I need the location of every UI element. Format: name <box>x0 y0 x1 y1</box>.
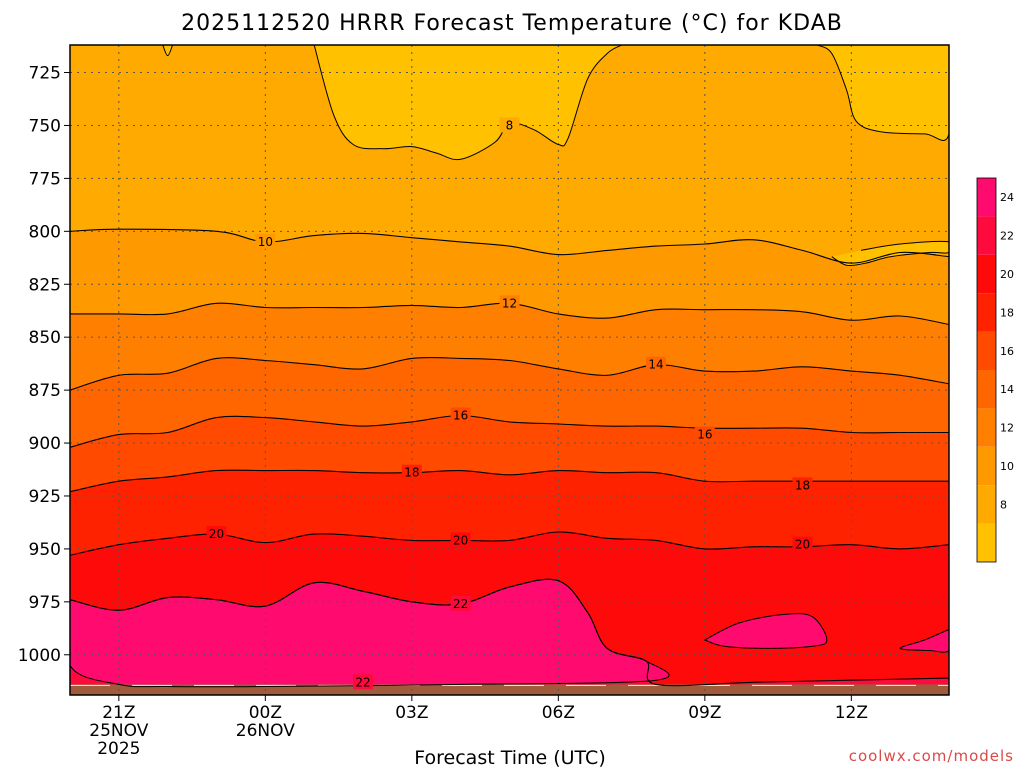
x-tick-label-4-0: 09Z <box>688 703 721 723</box>
contour-label-bg-11 <box>353 674 373 690</box>
x-tick-label-0-1: 25NOV <box>89 721 148 741</box>
y-axis: 725 750 775 800 825 850 875 900 925 950 975 1000 <box>18 64 70 666</box>
colorbar-segment-18 <box>977 293 996 332</box>
contour-line-14-2 <box>70 356 949 391</box>
x-tick-label-0-2: 2025 <box>97 739 140 759</box>
cool-cell-outline-0 <box>313 45 623 161</box>
colorbar-label-12: 12 <box>1000 422 1014 435</box>
colorbar: 8 10 12 14 16 18 20 22 24 <box>976 177 1014 563</box>
plot-frame <box>69 44 950 696</box>
contour-label-bg-5 <box>401 464 422 480</box>
colorbar-segment-10 <box>977 446 996 486</box>
colorbar-segment-24 <box>977 178 996 217</box>
contour-label-bg-9 <box>792 536 813 552</box>
cool-cell-outline-1 <box>816 45 949 142</box>
contour-label-bg-3 <box>450 407 471 423</box>
x-axis-label: Forecast Time (UTC) <box>414 747 605 768</box>
x-tick-label-1-0: 00Z <box>249 703 282 723</box>
contour-label-16: 16 <box>697 428 712 442</box>
credit-text: coolwx.com/models <box>849 747 1014 765</box>
contour-label-bg-2 <box>646 356 666 372</box>
contour-line-10-0 <box>70 228 949 264</box>
contour-label-bg-12 <box>499 117 520 133</box>
warm-cell-1 <box>704 613 827 649</box>
colorbar-frame <box>976 177 997 563</box>
y-tick-label-900: 900 <box>29 434 61 454</box>
cool-cell-2 <box>162 45 173 56</box>
contour-label-20: 20 <box>453 533 468 547</box>
colorbar-label-8: 8 <box>1000 498 1007 511</box>
x-tick-label-1-1: 26NOV <box>236 721 295 741</box>
warm-cell-0 <box>70 579 670 687</box>
warm-cell-outline-1 <box>703 613 828 649</box>
cool-cell-outline-2 <box>162 45 174 57</box>
colorbar-label-16: 16 <box>1000 345 1014 358</box>
contour-line-22-6 <box>70 578 949 687</box>
colorbar-label-24: 24 <box>1000 191 1014 204</box>
contour-label-bg-6 <box>792 477 813 493</box>
colorbar-label-10: 10 <box>1000 460 1014 473</box>
contour-label-16: 16 <box>453 409 468 423</box>
x-tick-label-0-0: 21Z <box>102 703 135 723</box>
contour-label-bg-8 <box>450 532 471 548</box>
contour-label-22: 22 <box>355 675 370 689</box>
x-tick-label-3-0: 06Z <box>542 703 575 723</box>
contour-label-18: 18 <box>795 478 810 492</box>
cool-cell-3 <box>831 241 949 266</box>
colorbar-label-18: 18 <box>1000 306 1014 319</box>
contour-label-20: 20 <box>209 527 224 541</box>
y-tick-label-1000: 1000 <box>18 646 61 666</box>
colorbar-segment-16 <box>977 331 996 370</box>
x-tick-label-5-0: 12Z <box>835 703 868 723</box>
contour-labels: 10 12 14 16 16 18 18 20 20 20 22 22 8 <box>206 117 813 690</box>
contour-label-22: 22 <box>453 597 468 611</box>
contour-label-bg-1 <box>499 295 520 311</box>
contour-label-12: 12 <box>502 296 517 310</box>
colorbar-label-14: 14 <box>1000 383 1014 396</box>
ground-strip <box>70 684 949 695</box>
x-tick-label-2-0: 03Z <box>395 703 428 723</box>
warm-cell-outline-2 <box>899 628 949 653</box>
contour-label-bg-7 <box>206 526 227 542</box>
y-tick-label-950: 950 <box>29 540 61 560</box>
contour-fill-layer <box>70 45 949 695</box>
colorbar-segment-8 <box>977 485 996 524</box>
y-tick-label-850: 850 <box>29 328 61 348</box>
y-tick-label-875: 875 <box>29 381 61 401</box>
contour-label-14: 14 <box>648 358 663 372</box>
contour-label-20: 20 <box>795 538 810 552</box>
contour-label-10: 10 <box>258 235 273 249</box>
y-tick-label-800: 800 <box>29 222 61 242</box>
colorbar-segment-14 <box>977 370 996 409</box>
colorbar-segment-12 <box>977 408 996 447</box>
contour-label-18: 18 <box>404 466 419 480</box>
colorbar-label-20: 20 <box>1000 268 1014 281</box>
y-tick-label-975: 975 <box>29 593 61 613</box>
y-tick-label-750: 750 <box>29 116 61 136</box>
chart-title: 2025112520 HRRR Forecast Temperature (°C… <box>181 11 843 36</box>
colorbar-segment-20 <box>977 254 996 294</box>
contour-label-bg-4 <box>694 426 715 442</box>
y-tick-label-825: 825 <box>29 275 61 295</box>
contour-line-16-3 <box>70 414 949 448</box>
colorbar-segment-6 <box>977 523 996 562</box>
contour-label-bg-10 <box>450 595 471 611</box>
contour-label-bg-0 <box>255 233 276 249</box>
y-tick-label-725: 725 <box>29 64 61 84</box>
contour-label-8: 8 <box>506 118 514 132</box>
colorbar-label-22: 22 <box>1000 230 1014 243</box>
y-tick-label-925: 925 <box>29 487 61 507</box>
colorbar-segment-22 <box>977 216 996 255</box>
cool-cell-outline-3 <box>831 240 949 267</box>
cool-cell-1 <box>817 45 949 141</box>
cool-cell-0 <box>314 45 622 160</box>
y-tick-label-775: 775 <box>29 169 61 189</box>
